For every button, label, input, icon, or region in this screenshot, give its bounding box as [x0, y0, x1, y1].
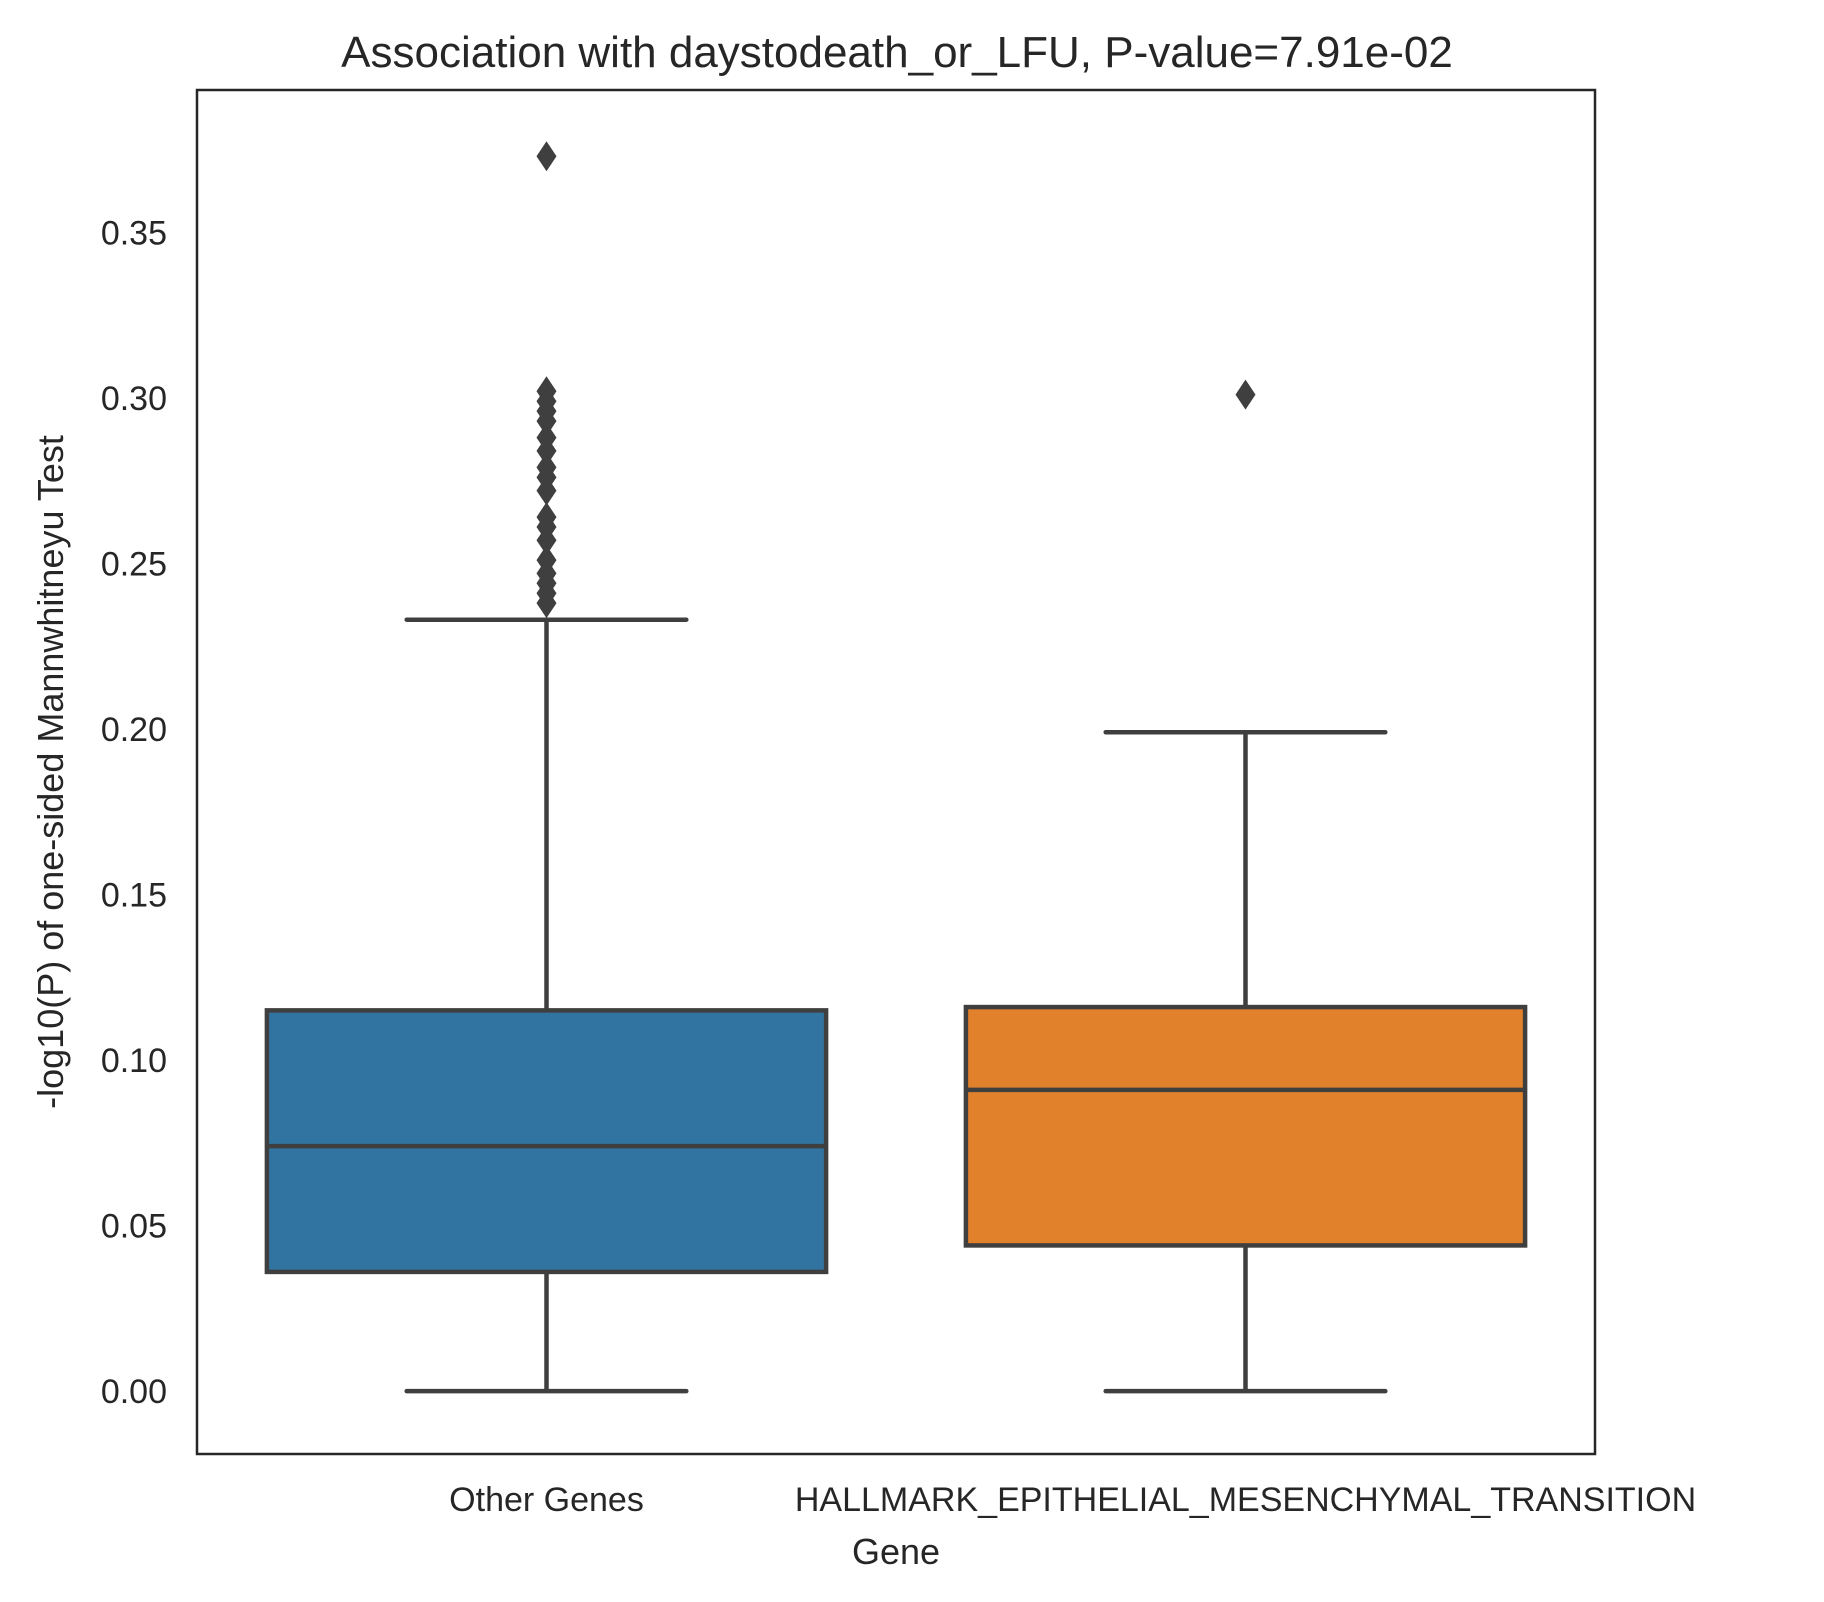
y-tick-label: 0.15 — [101, 876, 167, 914]
chart-title: Association with daystodeath_or_LFU, P-v… — [341, 28, 1453, 77]
outlier-point — [536, 452, 557, 483]
y-tick-label: 0.20 — [101, 711, 167, 749]
box-series — [264, 141, 1528, 1394]
y-tick-label: 0.00 — [101, 1373, 167, 1411]
y-tick-label: 0.10 — [101, 1042, 167, 1080]
y-tick-label: 0.05 — [101, 1208, 167, 1246]
box-iqr — [963, 1004, 1528, 1248]
outlier-point — [536, 545, 557, 576]
outlier-point — [1235, 379, 1256, 410]
y-tick-label: 0.35 — [101, 214, 167, 252]
plot-frame — [195, 88, 1597, 1456]
x-axis-ticks: Other Genes HALLMARK_EPITHELIAL_MESENCHYM… — [449, 1481, 1696, 1519]
box-group — [264, 141, 829, 1394]
x-tick-label: Other Genes — [449, 1481, 644, 1519]
y-tick-label: 0.25 — [101, 545, 167, 583]
y-axis-ticks: 0.00 0.05 0.10 0.15 0.20 0.25 0.30 0.35 — [101, 214, 167, 1411]
y-axis-label: -log10(P) of one-sided Mannwhitneyu Test — [30, 435, 71, 1109]
outlier-point — [536, 141, 557, 172]
y-tick-label: 0.30 — [101, 380, 167, 418]
x-tick-label: HALLMARK_EPITHELIAL_MESENCHYMAL_TRANSITI… — [795, 1481, 1696, 1519]
x-axis-label: Gene — [852, 1531, 940, 1572]
outlier-point — [536, 502, 557, 533]
outlier-point — [536, 422, 557, 453]
box-group — [963, 379, 1528, 1394]
outlier-point — [536, 376, 557, 407]
box-iqr — [264, 1008, 829, 1275]
